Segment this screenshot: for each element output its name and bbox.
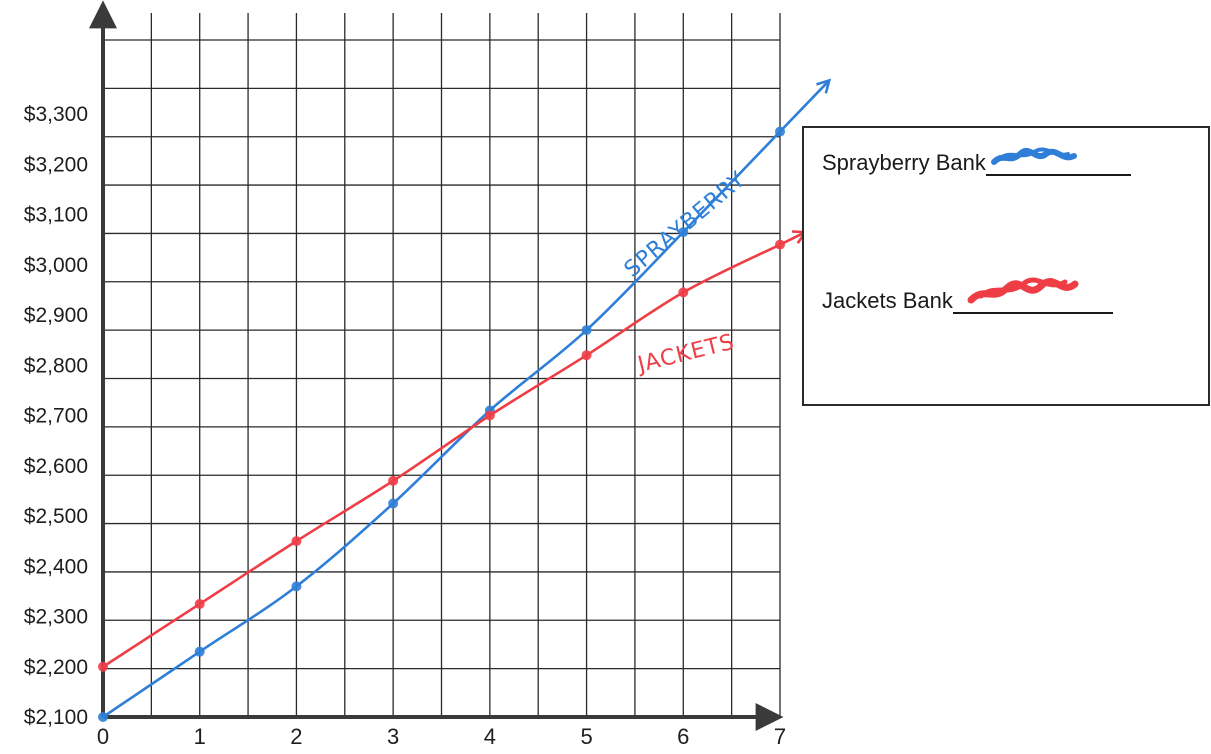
- series-line-sprayberry: [101, 81, 828, 719]
- x-tick-label: 5: [580, 724, 592, 749]
- legend-label-jackets: Jackets Bank: [822, 288, 953, 313]
- x-tick-label: 6: [677, 724, 689, 749]
- x-tick-label: 3: [387, 724, 399, 749]
- y-tick-label: $2,800: [24, 354, 88, 377]
- y-tick-label: $3,200: [24, 153, 88, 176]
- y-tick-label: $3,000: [24, 254, 88, 277]
- y-tick-label: $3,300: [24, 103, 88, 126]
- y-tick-label: $2,900: [24, 304, 88, 327]
- data-point-jackets: [581, 350, 592, 361]
- legend-underline-jackets: [952, 277, 1113, 314]
- data-point-sprayberry: [678, 227, 689, 238]
- y-tick-label: $2,600: [24, 455, 88, 478]
- series: [98, 81, 828, 722]
- x-axis-ticks: 0 1 2 3 4 5 6 7: [97, 724, 786, 749]
- line-label-jackets: JACKETS: [633, 330, 737, 379]
- data-point-sprayberry: [194, 646, 205, 657]
- data-point-jackets: [291, 536, 302, 547]
- data-point-sprayberry: [98, 712, 108, 722]
- data-point-sprayberry: [388, 498, 399, 509]
- data-point-jackets: [775, 239, 785, 250]
- data-point-sprayberry: [291, 581, 302, 592]
- y-tick-label: $2,300: [24, 606, 88, 629]
- x-tick-label: 0: [97, 724, 109, 749]
- y-tick-label: $2,200: [24, 656, 88, 679]
- y-tick-label: $2,700: [24, 405, 88, 428]
- y-axis-ticks: $2,100 $2,200 $2,300 $2,400 $2,500 $2,600 $2,7…: [24, 103, 88, 729]
- data-point-sprayberry: [775, 126, 785, 137]
- x-tick-label: 1: [194, 724, 206, 749]
- x-tick-label: 7: [774, 724, 786, 749]
- legend-item-sprayberry: Sprayberry Bank: [822, 147, 1131, 176]
- legend-underline-sprayberry: [985, 147, 1131, 176]
- x-tick-label: 4: [484, 724, 496, 749]
- legend-swatch-jackets: [967, 277, 1079, 304]
- y-tick-label: $2,500: [24, 505, 88, 528]
- y-tick-label: $3,100: [24, 204, 88, 227]
- series-line-jackets: [101, 233, 804, 669]
- legend-swatch-sprayberry: [990, 147, 1077, 165]
- legend: Sprayberry Bank Jackets Bank: [802, 126, 1210, 406]
- data-point-sprayberry: [581, 325, 592, 336]
- data-point-jackets: [484, 410, 495, 421]
- y-tick-label: $2,400: [24, 555, 88, 578]
- data-point-jackets: [678, 287, 689, 298]
- data-point-jackets: [194, 598, 205, 609]
- legend-item-jackets: Jackets Bank: [822, 277, 1113, 314]
- data-point-jackets: [388, 475, 399, 486]
- y-tick-label: $2,100: [24, 706, 88, 729]
- axes: [89, 0, 784, 731]
- x-tick-label: 2: [290, 724, 302, 749]
- data-point-jackets: [98, 661, 108, 672]
- legend-label-sprayberry: Sprayberry Bank: [822, 150, 986, 175]
- grid: [102, 13, 781, 718]
